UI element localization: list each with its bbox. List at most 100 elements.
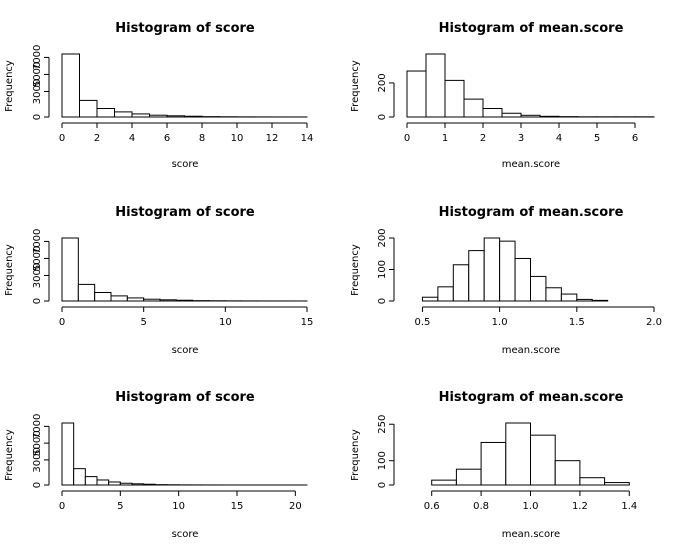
histogram-bar [131,113,150,118]
panel-2-ylabel: Frequency [350,60,361,112]
histogram-bar [530,434,556,486]
x-tick-label: 1.2 [572,501,588,512]
histogram-bar [131,483,145,486]
x-tick-label: 1.0 [523,501,539,512]
x-tick-label: 0.8 [473,501,489,512]
histogram-bar [143,483,156,486]
y-tick-label: 100 [377,451,388,470]
y-tick-label: 3000 [32,79,43,104]
histogram-bar [114,111,133,118]
panel-6-xlabel: mean.score [502,529,560,540]
histogram-bar [175,299,194,302]
x-tick-label: 14 [301,133,314,144]
panel-4-xlabel: mean.score [502,345,560,356]
x-tick-label: 5 [140,317,146,328]
y-tick-label: 200 [377,228,388,247]
x-tick-label: 4 [129,133,135,144]
y-tick-label: 0 [32,482,43,488]
histogram-bar [143,298,161,302]
y-tick-label: 3000 [32,263,43,288]
y-tick-label: 200 [377,73,388,92]
x-tick-label: 6 [632,133,638,144]
y-tick-label: 7000 [32,229,43,254]
histogram-bar [61,422,75,486]
panel-4-title: Histogram of mean.score [439,205,624,220]
panel-3-title: Histogram of score [115,205,255,220]
histogram-bar [119,482,133,486]
x-tick-label: 0.6 [424,501,440,512]
histogram-bar [468,250,485,302]
x-tick-label: 1 [442,133,448,144]
y-tick-label: 0 [32,114,43,120]
panel-6: Histogram of mean.score mean.score Frequ… [350,390,637,540]
panel-3-xlabel: score [172,345,199,356]
panel-5-ylabel: Frequency [4,429,15,481]
histogram-bar [77,283,96,302]
x-tick-label: 4 [556,133,562,144]
x-tick-label: 10 [219,317,232,328]
histogram-bar [126,297,145,302]
histogram-bar [444,79,465,118]
histogram-bar [539,115,560,118]
panel-5-xlabel: score [172,529,199,540]
histogram-bar [579,477,606,486]
histogram-bar [431,479,457,486]
histogram-bar [520,114,541,118]
y-tick-label: 3000 [32,447,43,472]
histogram-bar [94,291,112,302]
x-tick-label: 15 [231,501,244,512]
y-tick-label: 5000 [32,246,43,271]
histogram-bar [425,53,446,118]
histogram-bar [483,237,501,302]
x-tick-label: 8 [199,133,205,144]
panel-6-ylabel: Frequency [350,429,361,481]
histogram-bar [530,275,547,302]
y-tick-label: 7000 [32,45,43,70]
histogram-bar [73,468,86,486]
panel-2-xlabel: mean.score [502,159,560,170]
histogram-bar [96,479,110,486]
x-tick-label: 15 [301,317,314,328]
histogram-bar [499,240,516,302]
panel-2-title: Histogram of mean.score [439,21,624,36]
y-tick-label: 5000 [32,62,43,87]
panel-4: Histogram of mean.score mean.score Frequ… [350,205,662,356]
x-tick-label: 20 [289,501,302,512]
histogram-bar [514,257,531,302]
x-tick-label: 0 [404,133,410,144]
x-tick-label: 1.0 [492,317,508,328]
histogram-bar [455,468,482,486]
histogram-bar [482,107,503,118]
panel-5: Histogram of score score Frequency 0 5 10 1… [4,390,308,540]
histogram-bar [505,422,531,486]
panel-4-marks: 0.5 1.0 1.5 2.0 0 100 200 [377,228,662,328]
histogram-bar [166,115,185,118]
histogram-bar [576,298,593,302]
panel-4-ylabel: Frequency [350,244,361,296]
histogram-bar [406,70,427,118]
x-tick-label: 12 [266,133,279,144]
histogram-bar [79,99,98,118]
histogram-bar [501,112,522,118]
histogram-bar [463,98,484,118]
histogram-bar [545,287,562,302]
panel-3-ylabel: Frequency [4,244,15,296]
x-tick-label: 5 [594,133,600,144]
histogram-bar [591,299,609,302]
histogram-bar [560,293,578,302]
x-tick-label: 6 [164,133,170,144]
x-tick-label: 0 [59,317,65,328]
y-tick-label: 0 [377,482,388,488]
histogram-bar [480,441,507,486]
x-tick-label: 10 [172,501,185,512]
histogram-bar [84,476,98,486]
histogram-bar [110,295,128,302]
histogram-bar [96,107,115,118]
y-tick-label: 0 [32,298,43,304]
histogram-bar [437,286,454,302]
y-tick-label: 7000 [32,414,43,439]
